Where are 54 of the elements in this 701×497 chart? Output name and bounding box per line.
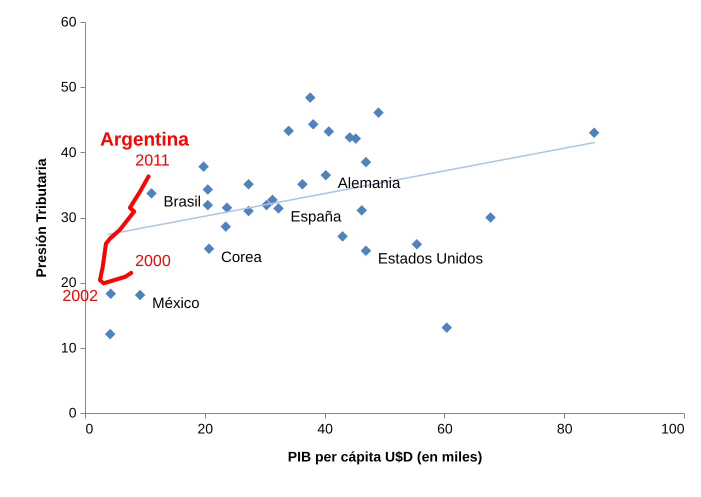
- annotation: Alemania: [338, 175, 401, 192]
- point: [308, 119, 318, 130]
- y-tick-label: 10: [60, 339, 77, 356]
- point: [356, 205, 367, 216]
- point: [243, 179, 254, 190]
- point: [324, 126, 334, 137]
- point: [304, 92, 316, 103]
- point: [202, 200, 214, 210]
- point: [350, 133, 361, 144]
- annotation: México: [152, 295, 200, 312]
- x-tick-label: 20: [198, 420, 214, 436]
- point: [222, 202, 232, 213]
- point: [273, 203, 284, 214]
- point: [267, 194, 278, 206]
- x-axis-title: PIB per cápita U$D (en miles): [288, 448, 482, 464]
- point: [283, 126, 294, 136]
- point: [360, 156, 372, 168]
- point: [485, 212, 496, 223]
- point: [412, 238, 422, 250]
- y-axis-title: Presión Tributaria: [32, 158, 49, 278]
- point: [320, 170, 332, 180]
- y-tick-label: 20: [60, 274, 77, 290]
- x-tick-label: 40: [317, 420, 334, 436]
- x-tick-label: 0: [86, 420, 94, 436]
- point: [106, 288, 116, 299]
- point: [220, 221, 232, 232]
- series-label: Argentina: [100, 129, 190, 150]
- x-tick-label: 80: [556, 420, 573, 436]
- point: [104, 328, 116, 340]
- y-tick-label: 60: [60, 14, 77, 30]
- annotation: 2011: [135, 152, 170, 170]
- annotation: 2000: [135, 252, 171, 270]
- annotation: Estados Unidos: [378, 250, 483, 268]
- annotation: España: [290, 208, 342, 226]
- point: [134, 290, 146, 300]
- point: [202, 184, 214, 195]
- annotation: Brasil: [163, 193, 202, 210]
- annotation: Corea: [220, 248, 263, 266]
- y-tick-label: 0: [68, 404, 77, 420]
- point: [198, 161, 209, 172]
- point: [337, 231, 348, 242]
- x-tick-label: 60: [437, 420, 453, 436]
- point: [204, 244, 214, 254]
- point: [297, 179, 308, 190]
- y-tick-label: 50: [60, 78, 77, 95]
- point: [442, 322, 452, 333]
- y-tick-label: 30: [60, 209, 77, 225]
- point: [373, 107, 384, 118]
- point: [360, 245, 372, 256]
- y-tick-label: 40: [60, 144, 77, 160]
- point: [588, 128, 600, 138]
- x-tick-label: 100: [661, 420, 685, 436]
- point: [146, 188, 157, 199]
- annotation: 2002: [62, 288, 98, 306]
